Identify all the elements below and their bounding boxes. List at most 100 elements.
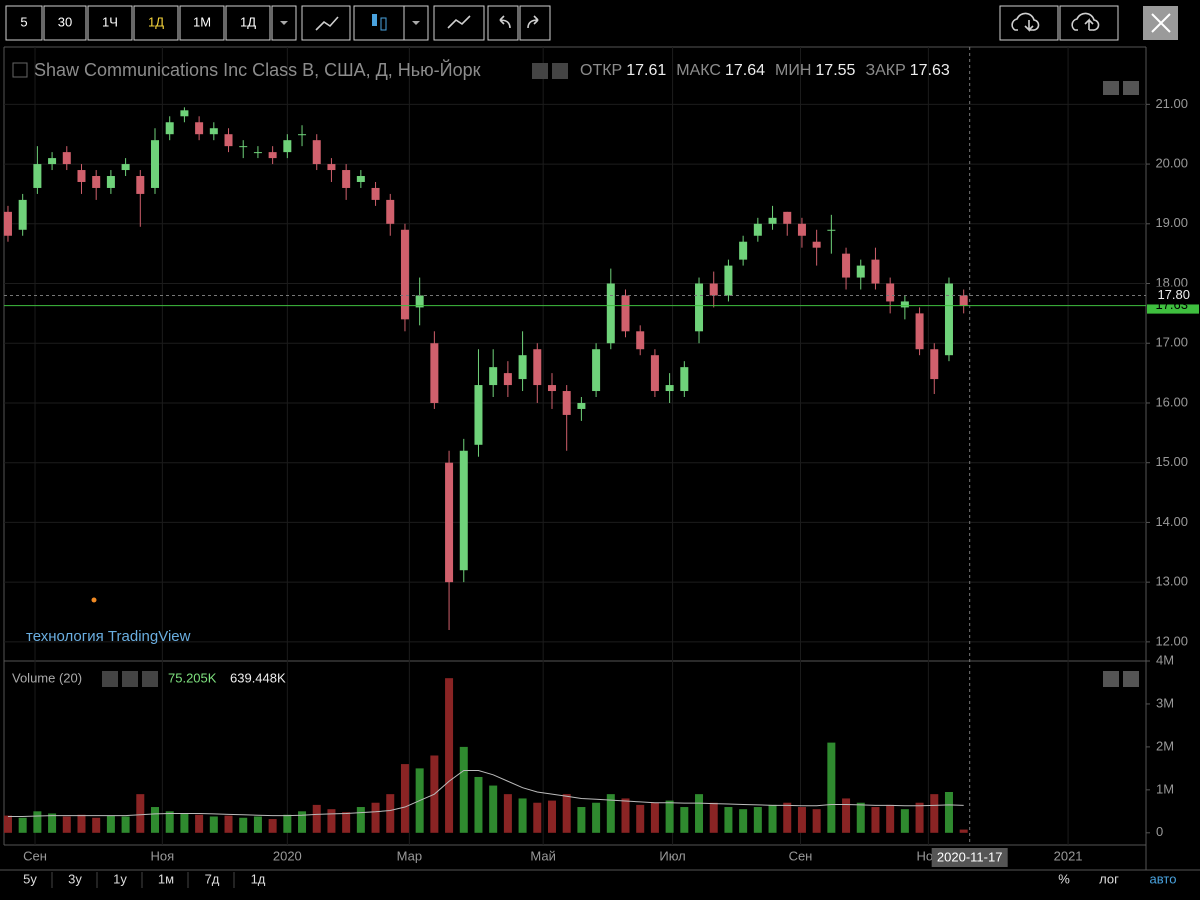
volume-bar xyxy=(106,815,115,833)
x-tick-label: Сен xyxy=(23,848,47,863)
interval-button[interactable] xyxy=(43,5,87,41)
candle-body xyxy=(944,283,953,356)
pane-button[interactable] xyxy=(1123,671,1139,687)
candle-body xyxy=(48,158,57,165)
volume-bar xyxy=(77,814,86,833)
toolbar: 5 30 1Ч 1Д 1М 1Д xyxy=(5,5,297,41)
y-tick-label: 21.00 xyxy=(1155,96,1188,111)
close-icon xyxy=(1151,13,1171,33)
candle-body xyxy=(180,110,189,117)
pane-button[interactable] xyxy=(1103,81,1119,95)
candle-body xyxy=(753,223,762,236)
dropdown-arrow xyxy=(412,21,420,25)
candle-body xyxy=(371,187,380,200)
chart-title: Shaw Communications Inc Class B, США, Д,… xyxy=(34,59,481,80)
legend-value: 17.63 xyxy=(910,62,950,79)
volume-bar xyxy=(459,746,468,833)
volume-bar xyxy=(768,804,777,833)
interval-button[interactable] xyxy=(179,5,225,41)
volume-bar xyxy=(445,678,454,833)
redo-icon xyxy=(527,15,539,29)
x-tick-label: 2021 xyxy=(1054,848,1083,863)
interval-button[interactable] xyxy=(87,5,133,41)
candle-icon xyxy=(372,14,377,26)
y-tick-label: 13.00 xyxy=(1155,574,1188,589)
candle-body xyxy=(577,402,586,409)
watermark: технология TradingView xyxy=(26,628,191,645)
candle-button[interactable] xyxy=(353,5,405,41)
volume-bar xyxy=(915,802,924,833)
volume-bar xyxy=(959,829,968,833)
interval-button[interactable] xyxy=(5,5,43,41)
candle-body xyxy=(856,265,865,278)
volume-bar xyxy=(18,817,27,833)
legend-key: МИН xyxy=(775,62,811,79)
scale-option[interactable]: % xyxy=(1058,871,1070,886)
candle-body xyxy=(386,199,395,224)
volume-title: Volume (20) xyxy=(12,670,82,685)
volume-bar xyxy=(871,807,880,833)
candle-body xyxy=(165,122,174,135)
candle-body xyxy=(547,385,556,392)
volume-tick-label: 3M xyxy=(1156,695,1174,710)
candle-body xyxy=(3,211,12,236)
volume-bar xyxy=(92,817,101,833)
volume-bar xyxy=(327,809,336,833)
interval-button[interactable] xyxy=(225,5,271,41)
pane-button[interactable] xyxy=(1103,671,1119,687)
candle-body xyxy=(797,223,806,236)
volume-bar xyxy=(165,811,174,833)
x-tick-label: Ноя xyxy=(151,848,175,863)
candle-body xyxy=(106,176,115,188)
volume-bar xyxy=(518,798,527,833)
line-icon xyxy=(315,16,339,31)
range-button[interactable]: 1м xyxy=(158,871,174,886)
volume-bar xyxy=(371,802,380,833)
candle-body xyxy=(900,301,909,308)
settings-icon[interactable] xyxy=(552,63,568,79)
cloud-up-icon xyxy=(1071,12,1100,31)
range-button[interactable]: 3y xyxy=(68,871,82,886)
interval-button[interactable] xyxy=(133,5,179,41)
volume-bar xyxy=(195,814,204,833)
volume-bar xyxy=(342,812,351,833)
volume-bar xyxy=(268,819,277,833)
volume-bar xyxy=(739,809,748,833)
volume-bar xyxy=(753,807,762,833)
volume-bar xyxy=(489,785,498,833)
candle-body xyxy=(768,217,777,224)
range-button[interactable]: 1д xyxy=(251,871,266,886)
x-tick-label: Мар xyxy=(397,848,422,863)
settings-icon[interactable] xyxy=(532,63,548,79)
settings-icon[interactable] xyxy=(122,671,138,687)
candle-body xyxy=(959,295,968,306)
symbol-icon xyxy=(12,62,28,78)
volume-bar xyxy=(386,794,395,833)
interval-label: 5 xyxy=(20,14,27,29)
range-button[interactable]: 7д xyxy=(205,871,220,886)
candle-body xyxy=(533,349,542,386)
volume-tick-label: 2M xyxy=(1156,738,1174,753)
undo-icon xyxy=(499,15,511,29)
volume-bar xyxy=(797,807,806,833)
volume-bar xyxy=(606,794,615,833)
interval-label: 1М xyxy=(193,14,211,29)
range-button[interactable]: 5y xyxy=(23,871,37,886)
settings-icon[interactable] xyxy=(102,671,118,687)
y-tick-label: 14.00 xyxy=(1155,514,1188,529)
volume-bar xyxy=(562,794,571,833)
candle-body xyxy=(842,253,851,278)
scale-option[interactable]: лог xyxy=(1099,871,1119,886)
volume-tick-label: 0 xyxy=(1156,824,1163,839)
volume-bar xyxy=(650,802,659,833)
pane-button[interactable] xyxy=(1123,81,1139,95)
volume-bar xyxy=(900,809,909,833)
volume-bar xyxy=(503,794,512,833)
volume-bar xyxy=(592,802,601,833)
remove-icon[interactable] xyxy=(142,671,158,687)
volume-bar xyxy=(253,816,262,833)
candle-body xyxy=(327,164,336,171)
indicators-button[interactable] xyxy=(433,5,485,41)
scale-option[interactable]: авто xyxy=(1150,871,1177,886)
range-button[interactable]: 1y xyxy=(113,871,127,886)
